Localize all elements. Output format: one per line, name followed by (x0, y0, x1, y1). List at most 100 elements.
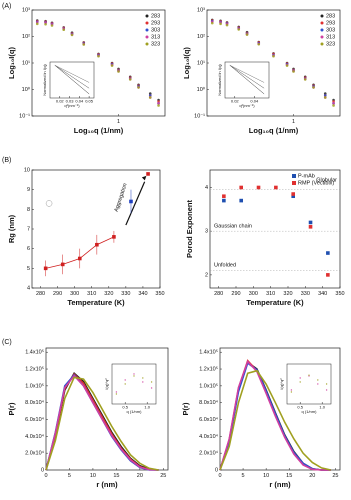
x-tick-label: 280 (214, 291, 223, 297)
point (148, 96, 152, 99)
series-line (229, 65, 265, 95)
point (239, 198, 243, 203)
point (142, 381, 144, 383)
series (219, 369, 331, 471)
point (326, 273, 330, 277)
point (225, 23, 229, 27)
y-tick-label: 3 (205, 229, 208, 235)
y-tick-label: 2.0x10⁴ (25, 450, 45, 457)
point (129, 199, 133, 204)
y-axis-title: Normalized ln I(q) (217, 64, 222, 96)
legend-label: 303 (326, 27, 335, 33)
point (222, 198, 226, 203)
y-tick-label: 9 (27, 187, 30, 193)
y-tick-label: 2 (205, 272, 208, 278)
series-line (229, 65, 265, 89)
series (115, 373, 153, 393)
series (219, 359, 331, 471)
y-tick-label: 6 (27, 246, 30, 252)
legend-marker (320, 28, 324, 32)
point (110, 64, 114, 67)
y-axis-title: P(r) (181, 402, 190, 415)
series-line (45, 374, 159, 471)
point (112, 235, 116, 239)
point (77, 256, 82, 261)
x-tick-label: 320 (104, 291, 113, 297)
legend-marker (145, 35, 149, 39)
y-tick-label: 7 (27, 226, 30, 232)
point (299, 381, 301, 383)
series (54, 65, 90, 95)
x-tick-label: 0.04 (250, 99, 259, 104)
y-tick-label: 0 (215, 467, 218, 473)
y-axis-title: Normalized ln I(q) (42, 64, 47, 96)
series (45, 374, 159, 471)
x-tick-label: 330 (121, 291, 130, 297)
series (45, 200, 53, 207)
annotation: Globular (316, 178, 337, 184)
legend-marker (320, 21, 324, 25)
point (157, 102, 160, 105)
x-tick-label: 5 (242, 473, 245, 479)
x-tick-label: 0.05 (85, 99, 94, 104)
point (124, 379, 126, 381)
point (326, 251, 330, 255)
y-tick-label: 0 (41, 467, 44, 473)
series (229, 65, 265, 89)
x-axis-title: Temperature (K) (67, 298, 125, 307)
y-tick-label: 1.0x10⁵ (199, 382, 218, 389)
x-tick-label: 0.02 (56, 99, 65, 104)
y-axis-title: Log₁₀I(q) (182, 47, 191, 79)
point (150, 381, 153, 383)
point (210, 21, 214, 25)
y-axis-title: P(r) (7, 402, 16, 415)
point (308, 220, 313, 225)
y-tick-label: 8.0x10⁴ (25, 399, 45, 406)
point (117, 70, 120, 73)
point (332, 104, 335, 107)
x-tick-label: 10 (263, 473, 269, 479)
point (133, 373, 135, 375)
y-tick-label: 4.0x10⁴ (199, 433, 219, 440)
panel-label: (C) (2, 339, 12, 346)
point (142, 377, 144, 379)
y-tick-label: 2.0x10⁴ (199, 450, 219, 457)
x-tick-label: 350 (335, 291, 344, 297)
series-line (229, 65, 265, 83)
point (115, 391, 118, 393)
point (272, 54, 275, 58)
x-tick-label: 1.0 (319, 405, 325, 410)
series (35, 22, 160, 107)
point (245, 33, 249, 36)
y-tick-label: 4 (205, 185, 208, 191)
point (62, 28, 66, 32)
x-tick-label: 330 (301, 291, 310, 297)
point (44, 22, 47, 26)
x-tick-label: 20 (309, 473, 315, 479)
x-tick-label: 340 (138, 291, 147, 297)
point (133, 375, 135, 377)
point (299, 377, 301, 379)
x-tick-label: 0.02 (231, 99, 240, 104)
point (60, 262, 65, 267)
point (312, 86, 315, 89)
series (222, 194, 330, 255)
point (257, 42, 261, 46)
x-tick-label: 290 (53, 291, 62, 297)
series (222, 185, 330, 277)
x-tick-label: 0 (218, 473, 221, 479)
legend-label: 303 (151, 27, 160, 33)
y-tick-label: 6.0x10⁴ (25, 416, 45, 423)
x-axis-title: Log₁₀q (1/nm) (249, 126, 299, 135)
x-tick-label: 25 (332, 473, 338, 479)
point (274, 185, 278, 190)
y-tick-label: 10⁻¹ (194, 113, 205, 119)
point (323, 94, 327, 97)
arrow-head (141, 175, 147, 181)
point (317, 383, 319, 385)
point (45, 200, 53, 207)
x-tick-label: 290 (231, 291, 240, 297)
legend-label: 323 (326, 41, 335, 47)
annotation: Unfolded (214, 263, 236, 269)
point (325, 383, 328, 385)
